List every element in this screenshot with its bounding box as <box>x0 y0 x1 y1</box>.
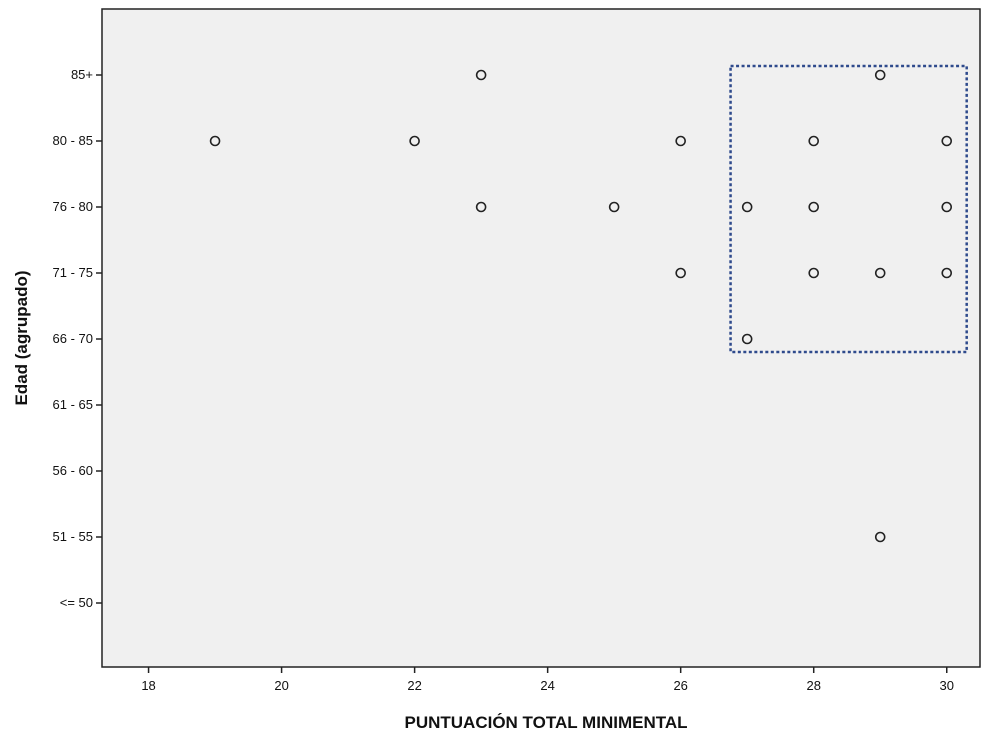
data-point <box>675 135 686 147</box>
data-point <box>475 69 487 81</box>
x-tick-label: 22 <box>407 678 421 693</box>
data-points <box>209 69 953 543</box>
data-point <box>475 201 487 213</box>
y-tick-label: <= 50 <box>60 595 93 610</box>
y-tick-label: 85+ <box>71 67 93 82</box>
y-tick-label: 56 - 60 <box>53 463 93 478</box>
data-point <box>675 267 686 279</box>
y-tick-label: 76 - 80 <box>53 199 93 214</box>
y-tick-label: 80 - 85 <box>53 133 93 148</box>
data-point <box>209 135 221 147</box>
x-axis-title: PUNTUACIÓN TOTAL MINIMENTAL <box>405 713 688 732</box>
x-tick-label: 24 <box>540 678 554 693</box>
x-tick-label: 20 <box>274 678 288 693</box>
y-tick-label: 66 - 70 <box>53 331 93 346</box>
data-point <box>409 135 420 147</box>
x-axis: 18 20 22 24 26 28 30 <box>141 667 954 693</box>
x-tick-label: 30 <box>940 678 954 693</box>
y-axis-title: Edad (agrupado) <box>12 270 31 405</box>
y-tick-label: 71 - 75 <box>53 265 93 280</box>
x-tick-label: 28 <box>806 678 820 693</box>
highlight-region-box <box>729 64 968 354</box>
data-point <box>808 201 820 213</box>
data-point <box>874 531 886 543</box>
data-point <box>941 135 953 147</box>
y-tick-label: 61 - 65 <box>53 397 93 412</box>
y-axis: <= 50 51 - 55 56 - 60 61 - 65 66 - 70 71 - 75… <box>53 67 102 610</box>
data-point <box>808 135 820 147</box>
data-point <box>874 69 886 81</box>
data-point <box>874 267 886 279</box>
x-tick-label: 26 <box>673 678 687 693</box>
data-point <box>941 267 953 279</box>
data-point <box>608 201 620 213</box>
x-tick-label: 18 <box>141 678 155 693</box>
data-point <box>941 201 953 213</box>
data-point <box>741 333 753 345</box>
plot-area <box>101 8 981 668</box>
data-point <box>741 201 753 213</box>
data-point <box>808 267 820 279</box>
y-tick-label: 51 - 55 <box>53 529 93 544</box>
